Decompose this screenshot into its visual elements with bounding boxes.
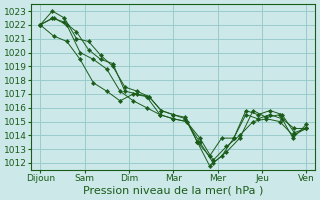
X-axis label: Pression niveau de la mer( hPa ): Pression niveau de la mer( hPa ) [83,186,263,196]
